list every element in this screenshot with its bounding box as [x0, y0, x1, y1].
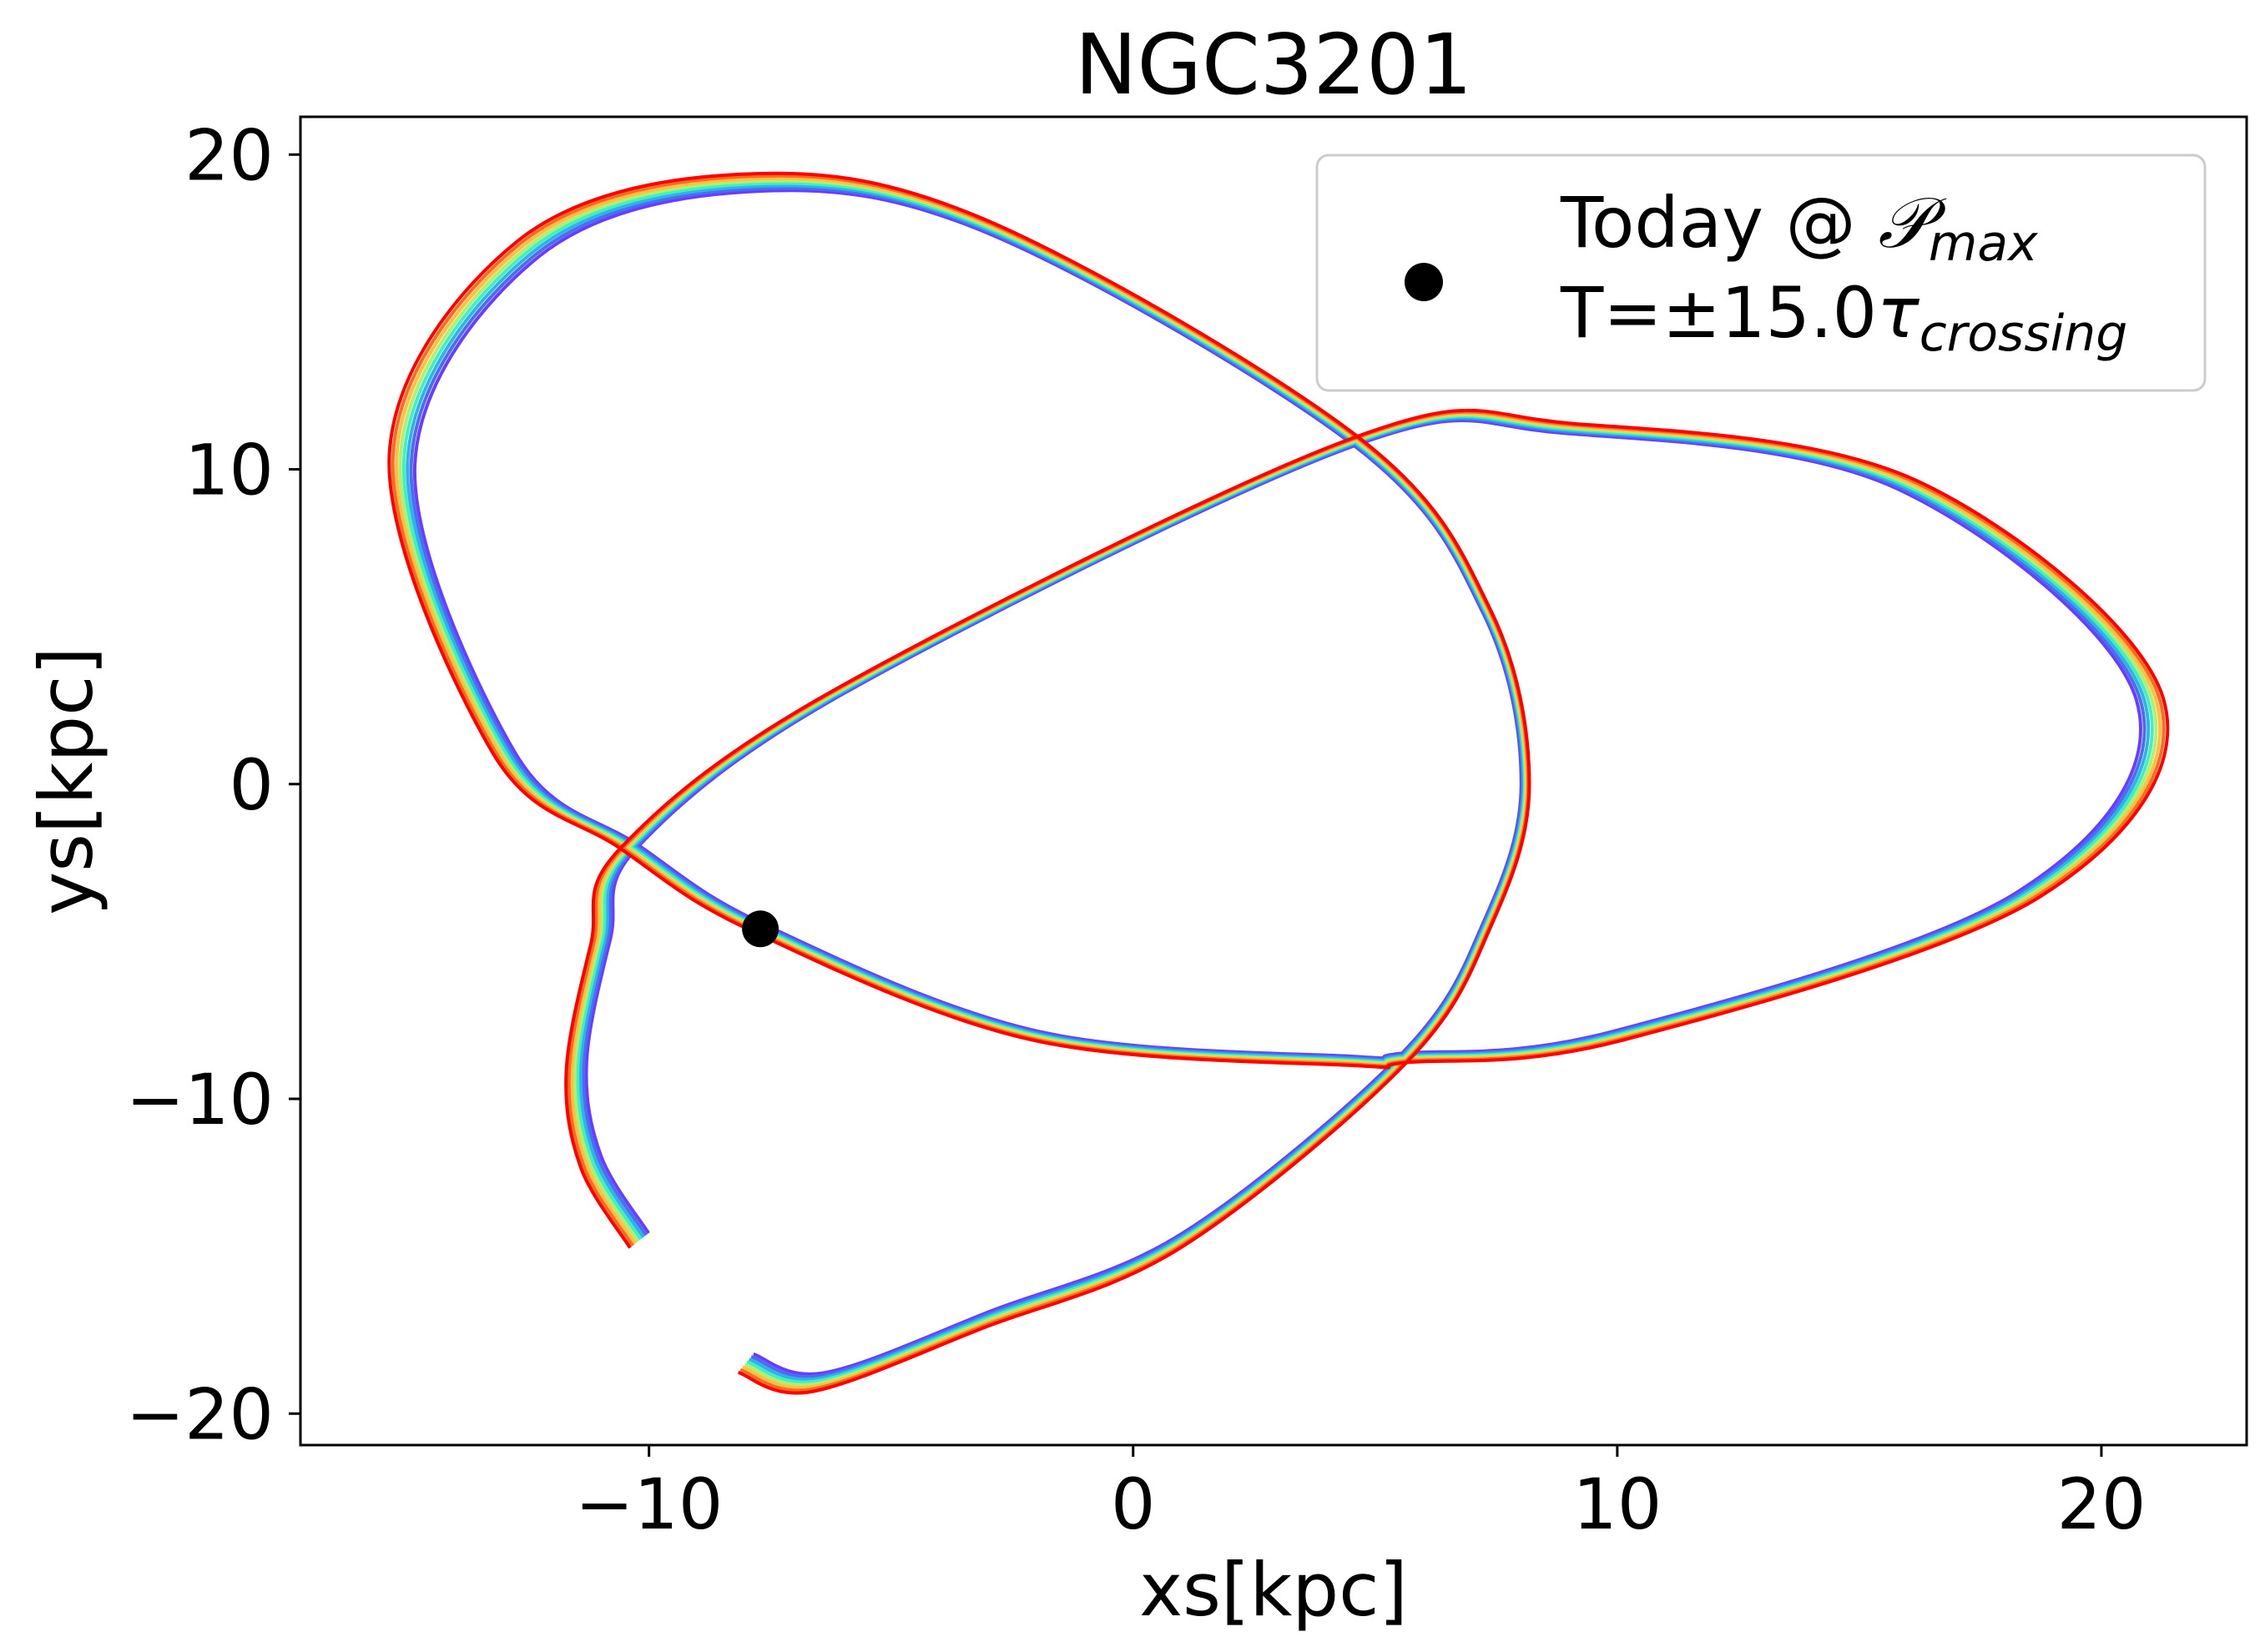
- legend-line-2-prefix: T=±15.0: [1560, 272, 1877, 354]
- legend-line-1-subscript: max: [1929, 214, 2038, 273]
- legend-line-2-subscript: crossing: [1919, 305, 2128, 363]
- legend-line-2: T=±15.0τcrossing: [1560, 272, 2127, 363]
- legend-box: [1315, 154, 2207, 392]
- y-tick-label: 20: [184, 114, 274, 196]
- legend-line-2-symbol: τ: [1877, 272, 1919, 354]
- x-tick-label: 0: [1111, 1463, 1155, 1545]
- plot-layer: [387, 171, 2170, 1395]
- y-axis-ticks: −20 −10 0 10 20: [126, 114, 300, 1455]
- axes-frame: [299, 115, 2248, 1447]
- legend-marker: [1405, 263, 1443, 301]
- legend-line-1-prefix: Today @: [1560, 182, 1878, 264]
- y-tick-label: 0: [230, 744, 274, 826]
- x-tick-label: 20: [2057, 1463, 2146, 1545]
- y-tick-label: −20: [126, 1373, 274, 1455]
- today-position-marker: [742, 910, 779, 948]
- x-axis-label: xs[kpc]: [1139, 1547, 1408, 1633]
- x-axis-ticks: −10 0 10 20: [575, 1445, 2146, 1545]
- y-axis-label: ys[kpc]: [23, 647, 109, 915]
- y-tick-label: 10: [184, 430, 274, 511]
- legend: Today @ 𝒫max T=±15.0τcrossing: [1315, 154, 2207, 392]
- orbit-trajectory-line: [387, 171, 2170, 1395]
- chart-title: NGC3201: [1075, 16, 1473, 113]
- y-tick-label: −10: [126, 1059, 274, 1141]
- legend-line-1: Today @ 𝒫max: [1560, 182, 2038, 273]
- x-tick-label: −10: [575, 1463, 723, 1545]
- x-tick-label: 10: [1572, 1463, 1662, 1545]
